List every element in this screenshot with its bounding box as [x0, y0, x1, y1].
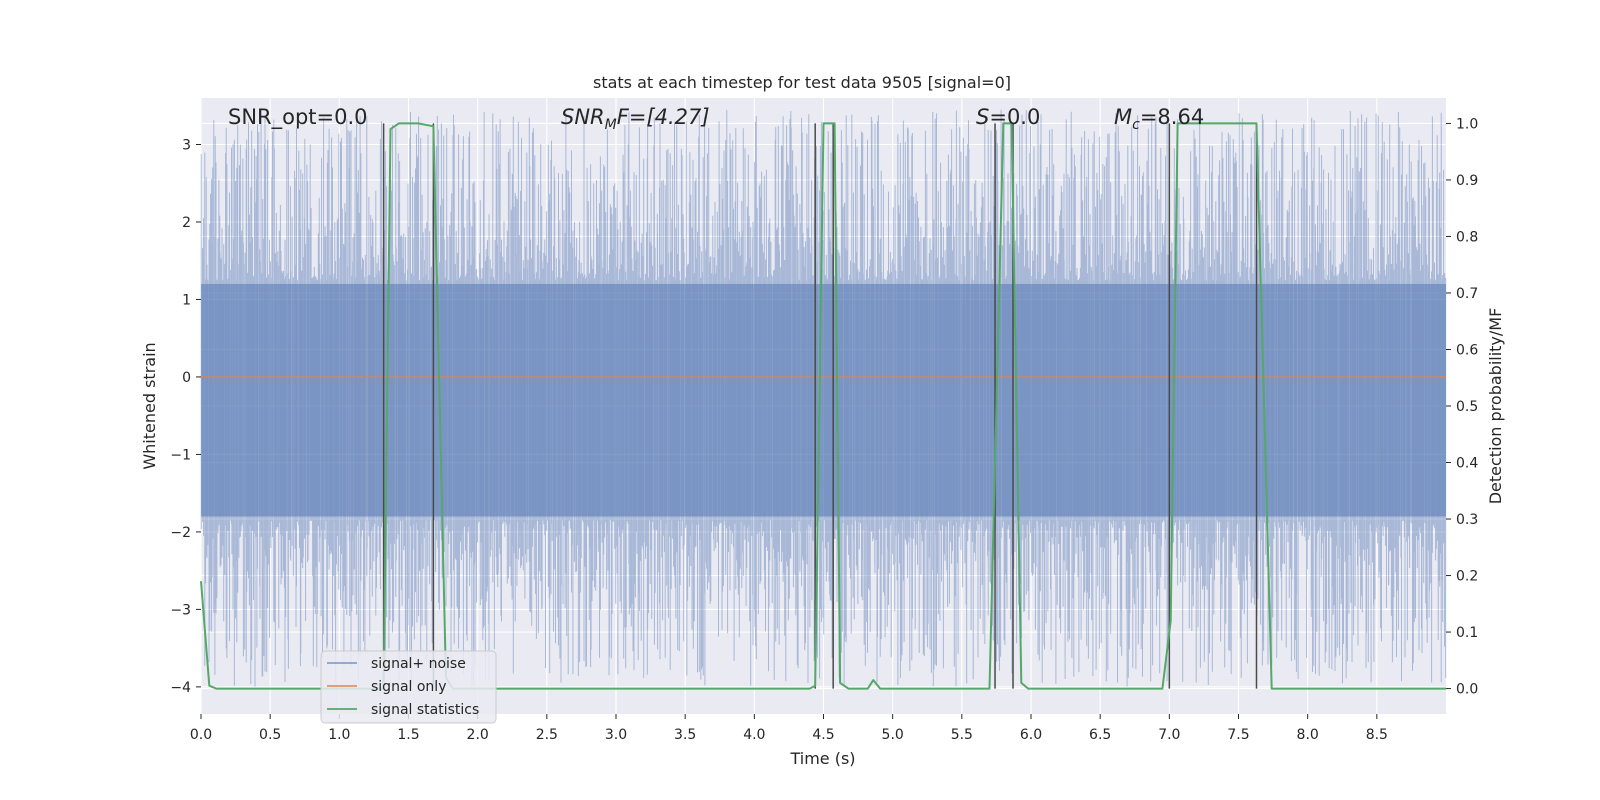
- annotation-snr-opt: SNR_opt=0.0: [228, 105, 368, 130]
- legend-label-noise: signal+ noise: [371, 656, 466, 672]
- x-tick-label: 2.0: [467, 727, 489, 743]
- y2-tick-label: 0.3: [1456, 512, 1478, 528]
- annotation-mc-value: =8.64: [1140, 105, 1204, 129]
- y2-tick-label: 1.0: [1456, 116, 1478, 132]
- y2-tick-label: 0.6: [1456, 342, 1478, 358]
- x-tick-label: 1.5: [397, 727, 419, 743]
- y2-axis-label: Detection probability/MF: [1486, 308, 1505, 505]
- y2-tick-label: 0.8: [1456, 229, 1478, 245]
- chart-title: stats at each timestep for test data 950…: [593, 73, 1011, 92]
- x-tick-label: 4.5: [812, 727, 834, 743]
- legend: signal+ noise signal only signal statist…: [320, 650, 497, 724]
- y2-tick-label: 0.4: [1456, 456, 1478, 472]
- y-tick-label: 3: [182, 137, 191, 153]
- annotation-mc: Mc=8.64: [1114, 105, 1204, 133]
- signal-noise-series: [200, 109, 1447, 687]
- x-tick-label: 5.0: [882, 727, 904, 743]
- y-tick-label: −2: [170, 525, 191, 541]
- annotation-s-value: =0.0: [989, 105, 1040, 129]
- x-tick-label: 8.0: [1297, 727, 1319, 743]
- x-axis-ticks: 0.0 0.5 1.0 1.5 2.0 2.5 3.0 3.5 4.0 4.5 5.0 5.5 6.0 6…: [190, 714, 1388, 743]
- y-axis-label: Whitened strain: [140, 342, 159, 469]
- x-tick-label: 4.0: [743, 727, 765, 743]
- y-tick-label: 0: [182, 370, 191, 386]
- x-tick-label: 3.5: [674, 727, 696, 743]
- annotation-snr-mf-value: F=[4.27]: [617, 105, 710, 129]
- y2-tick-label: 0.7: [1456, 286, 1478, 302]
- x-axis-label: Time (s): [789, 749, 855, 768]
- annotation-mc-symbol: M: [1114, 105, 1132, 129]
- y-axis-ticks: 3 2 1 0 −1 −2 −3 −4: [170, 137, 201, 696]
- annotation-snr-mf: SNRMF=[4.27]: [561, 105, 710, 133]
- x-tick-label: 0.5: [259, 727, 281, 743]
- y-tick-label: −4: [170, 680, 191, 696]
- y2-tick-label: 0.9: [1456, 173, 1478, 189]
- y2-tick-label: 0.1: [1456, 625, 1478, 641]
- x-tick-label: 1.0: [328, 727, 350, 743]
- x-tick-label: 3.0: [605, 727, 627, 743]
- legend-box: [320, 650, 497, 724]
- signal-statistics-series: [200, 122, 1446, 690]
- y-tick-label: 2: [182, 215, 191, 231]
- annotation-snr-mf-symbol: SNR: [561, 105, 605, 129]
- y-tick-label: −3: [170, 602, 191, 618]
- annotation-snr-mf-subscript: M: [605, 117, 617, 133]
- legend-label-signal: signal only: [371, 679, 446, 695]
- x-tick-label: 0.0: [190, 727, 212, 743]
- y2-tick-label: 0.5: [1456, 399, 1478, 415]
- legend-label-stats: signal statistics: [371, 702, 479, 718]
- x-tick-label: 5.5: [951, 727, 973, 743]
- annotation-s-symbol: S: [976, 105, 989, 129]
- x-tick-label: 7.5: [1227, 727, 1249, 743]
- x-tick-label: 6.5: [1089, 727, 1111, 743]
- y2-tick-label: 0.0: [1456, 682, 1478, 698]
- annotation-mc-subscript: c: [1132, 117, 1140, 133]
- y2-tick-label: 0.2: [1456, 569, 1478, 585]
- x-tick-label: 6.0: [1020, 727, 1042, 743]
- y2-axis-ticks: 1.0 0.9 0.8 0.7 0.6 0.5 0.4 0.3 0.2 0.1 0.0: [1446, 116, 1478, 698]
- x-tick-label: 8.5: [1366, 727, 1388, 743]
- x-tick-label: 2.5: [536, 727, 558, 743]
- noise-dense-band: [201, 283, 1446, 517]
- annotation-s: S=0.0: [976, 105, 1040, 129]
- signal-statistics-line: [200, 122, 1446, 690]
- y-tick-label: 1: [182, 292, 191, 308]
- x-tick-label: 7.0: [1158, 727, 1180, 743]
- y-tick-label: −1: [170, 447, 191, 463]
